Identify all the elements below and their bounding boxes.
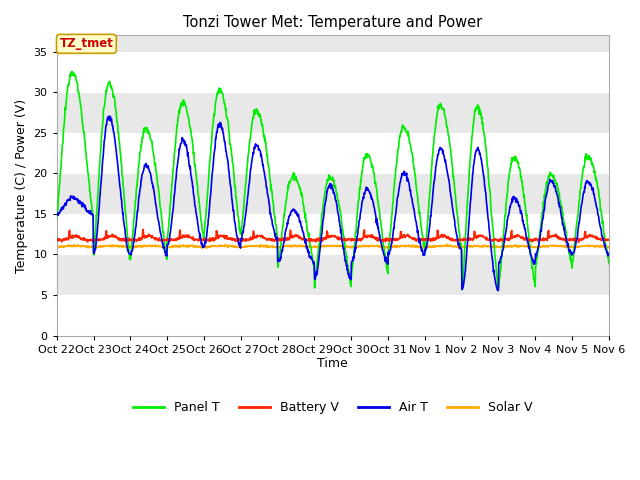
Text: TZ_tmet: TZ_tmet [60, 37, 113, 50]
Air T [163, 252, 170, 258]
Panel T [605, 261, 612, 266]
Bar [57, 133, 609, 173]
Air T [106, 113, 113, 119]
Battery V [491, 236, 499, 242]
Y-axis label: Temperature (C) / Power (V): Temperature (C) / Power (V) [15, 98, 28, 273]
Solar V [162, 244, 170, 250]
Bar [57, 295, 609, 336]
Air T [238, 237, 246, 243]
Solar V [175, 243, 183, 249]
Air T [494, 288, 502, 293]
Air T [605, 251, 612, 257]
Battery V [163, 238, 170, 244]
Battery V [238, 239, 246, 244]
Line: Panel T: Panel T [57, 72, 609, 289]
Battery V [419, 236, 427, 242]
Air T [419, 248, 427, 254]
Air T [540, 207, 548, 213]
Battery V [575, 240, 582, 245]
Battery V [140, 227, 147, 232]
Panel T [68, 69, 76, 74]
Air T [491, 276, 499, 282]
Battery V [53, 236, 61, 242]
Solar V [385, 246, 392, 252]
Air T [53, 211, 61, 216]
Panel T [492, 256, 499, 262]
Solar V [605, 244, 612, 250]
Solar V [444, 241, 451, 247]
Solar V [53, 245, 61, 251]
Solar V [419, 245, 427, 251]
Bar [57, 51, 609, 92]
Battery V [176, 227, 184, 233]
Battery V [540, 238, 547, 243]
Air T [176, 145, 184, 151]
Panel T [53, 216, 61, 221]
Solar V [237, 244, 245, 250]
Line: Air T: Air T [57, 116, 609, 290]
Bar [57, 214, 609, 254]
Line: Battery V: Battery V [57, 229, 609, 242]
Panel T [176, 105, 184, 110]
Panel T [163, 255, 170, 261]
Panel T [540, 198, 548, 204]
Solar V [540, 244, 548, 250]
Panel T [238, 224, 246, 230]
Title: Tonzi Tower Met: Temperature and Power: Tonzi Tower Met: Temperature and Power [183, 15, 483, 30]
Legend: Panel T, Battery V, Air T, Solar V: Panel T, Battery V, Air T, Solar V [128, 396, 538, 419]
X-axis label: Time: Time [317, 358, 348, 371]
Line: Solar V: Solar V [57, 244, 609, 249]
Panel T [419, 236, 427, 242]
Solar V [492, 243, 499, 249]
Panel T [458, 287, 466, 292]
Battery V [605, 237, 612, 243]
